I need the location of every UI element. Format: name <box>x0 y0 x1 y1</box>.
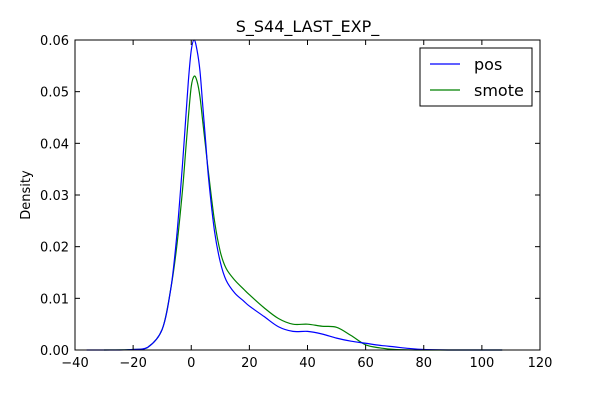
ticks-layer: −40 −20 0 20 40 60 80 100 120 0.00 0.01 0.02 0.03 0.0… <box>40 34 552 371</box>
legend-box <box>419 47 533 107</box>
x-tick-label: 60 <box>357 356 374 371</box>
series-layer <box>86 39 503 351</box>
y-axis-label: Density <box>19 170 34 220</box>
chart-title: S_S44_LAST_EXP_ <box>236 17 381 37</box>
legend-label-pos: pos <box>474 55 502 74</box>
x-tick-label: 100 <box>469 356 494 371</box>
legend: pos smote <box>419 47 533 107</box>
y-tick-label: 0.02 <box>40 241 69 256</box>
y-tick-label: 0.01 <box>40 292 69 307</box>
y-tick-label: 0.06 <box>40 34 69 49</box>
y-tick-label: 0.04 <box>40 137 69 152</box>
x-tick-label: −20 <box>119 356 146 371</box>
y-tick-label: 0.00 <box>40 344 69 359</box>
series-line-pos <box>86 39 503 351</box>
x-tick-label: 20 <box>241 356 258 371</box>
y-tick-label: 0.03 <box>40 189 69 204</box>
legend-label-smote: smote <box>474 81 524 100</box>
x-tick-label: 0 <box>187 356 195 371</box>
x-tick-label: 120 <box>528 356 553 371</box>
x-tick-label: 40 <box>299 356 316 371</box>
x-tick-label: 80 <box>415 356 432 371</box>
x-tick-label: −40 <box>61 356 88 371</box>
y-tick-label: 0.05 <box>40 86 69 101</box>
series-line-smote <box>104 75 503 351</box>
